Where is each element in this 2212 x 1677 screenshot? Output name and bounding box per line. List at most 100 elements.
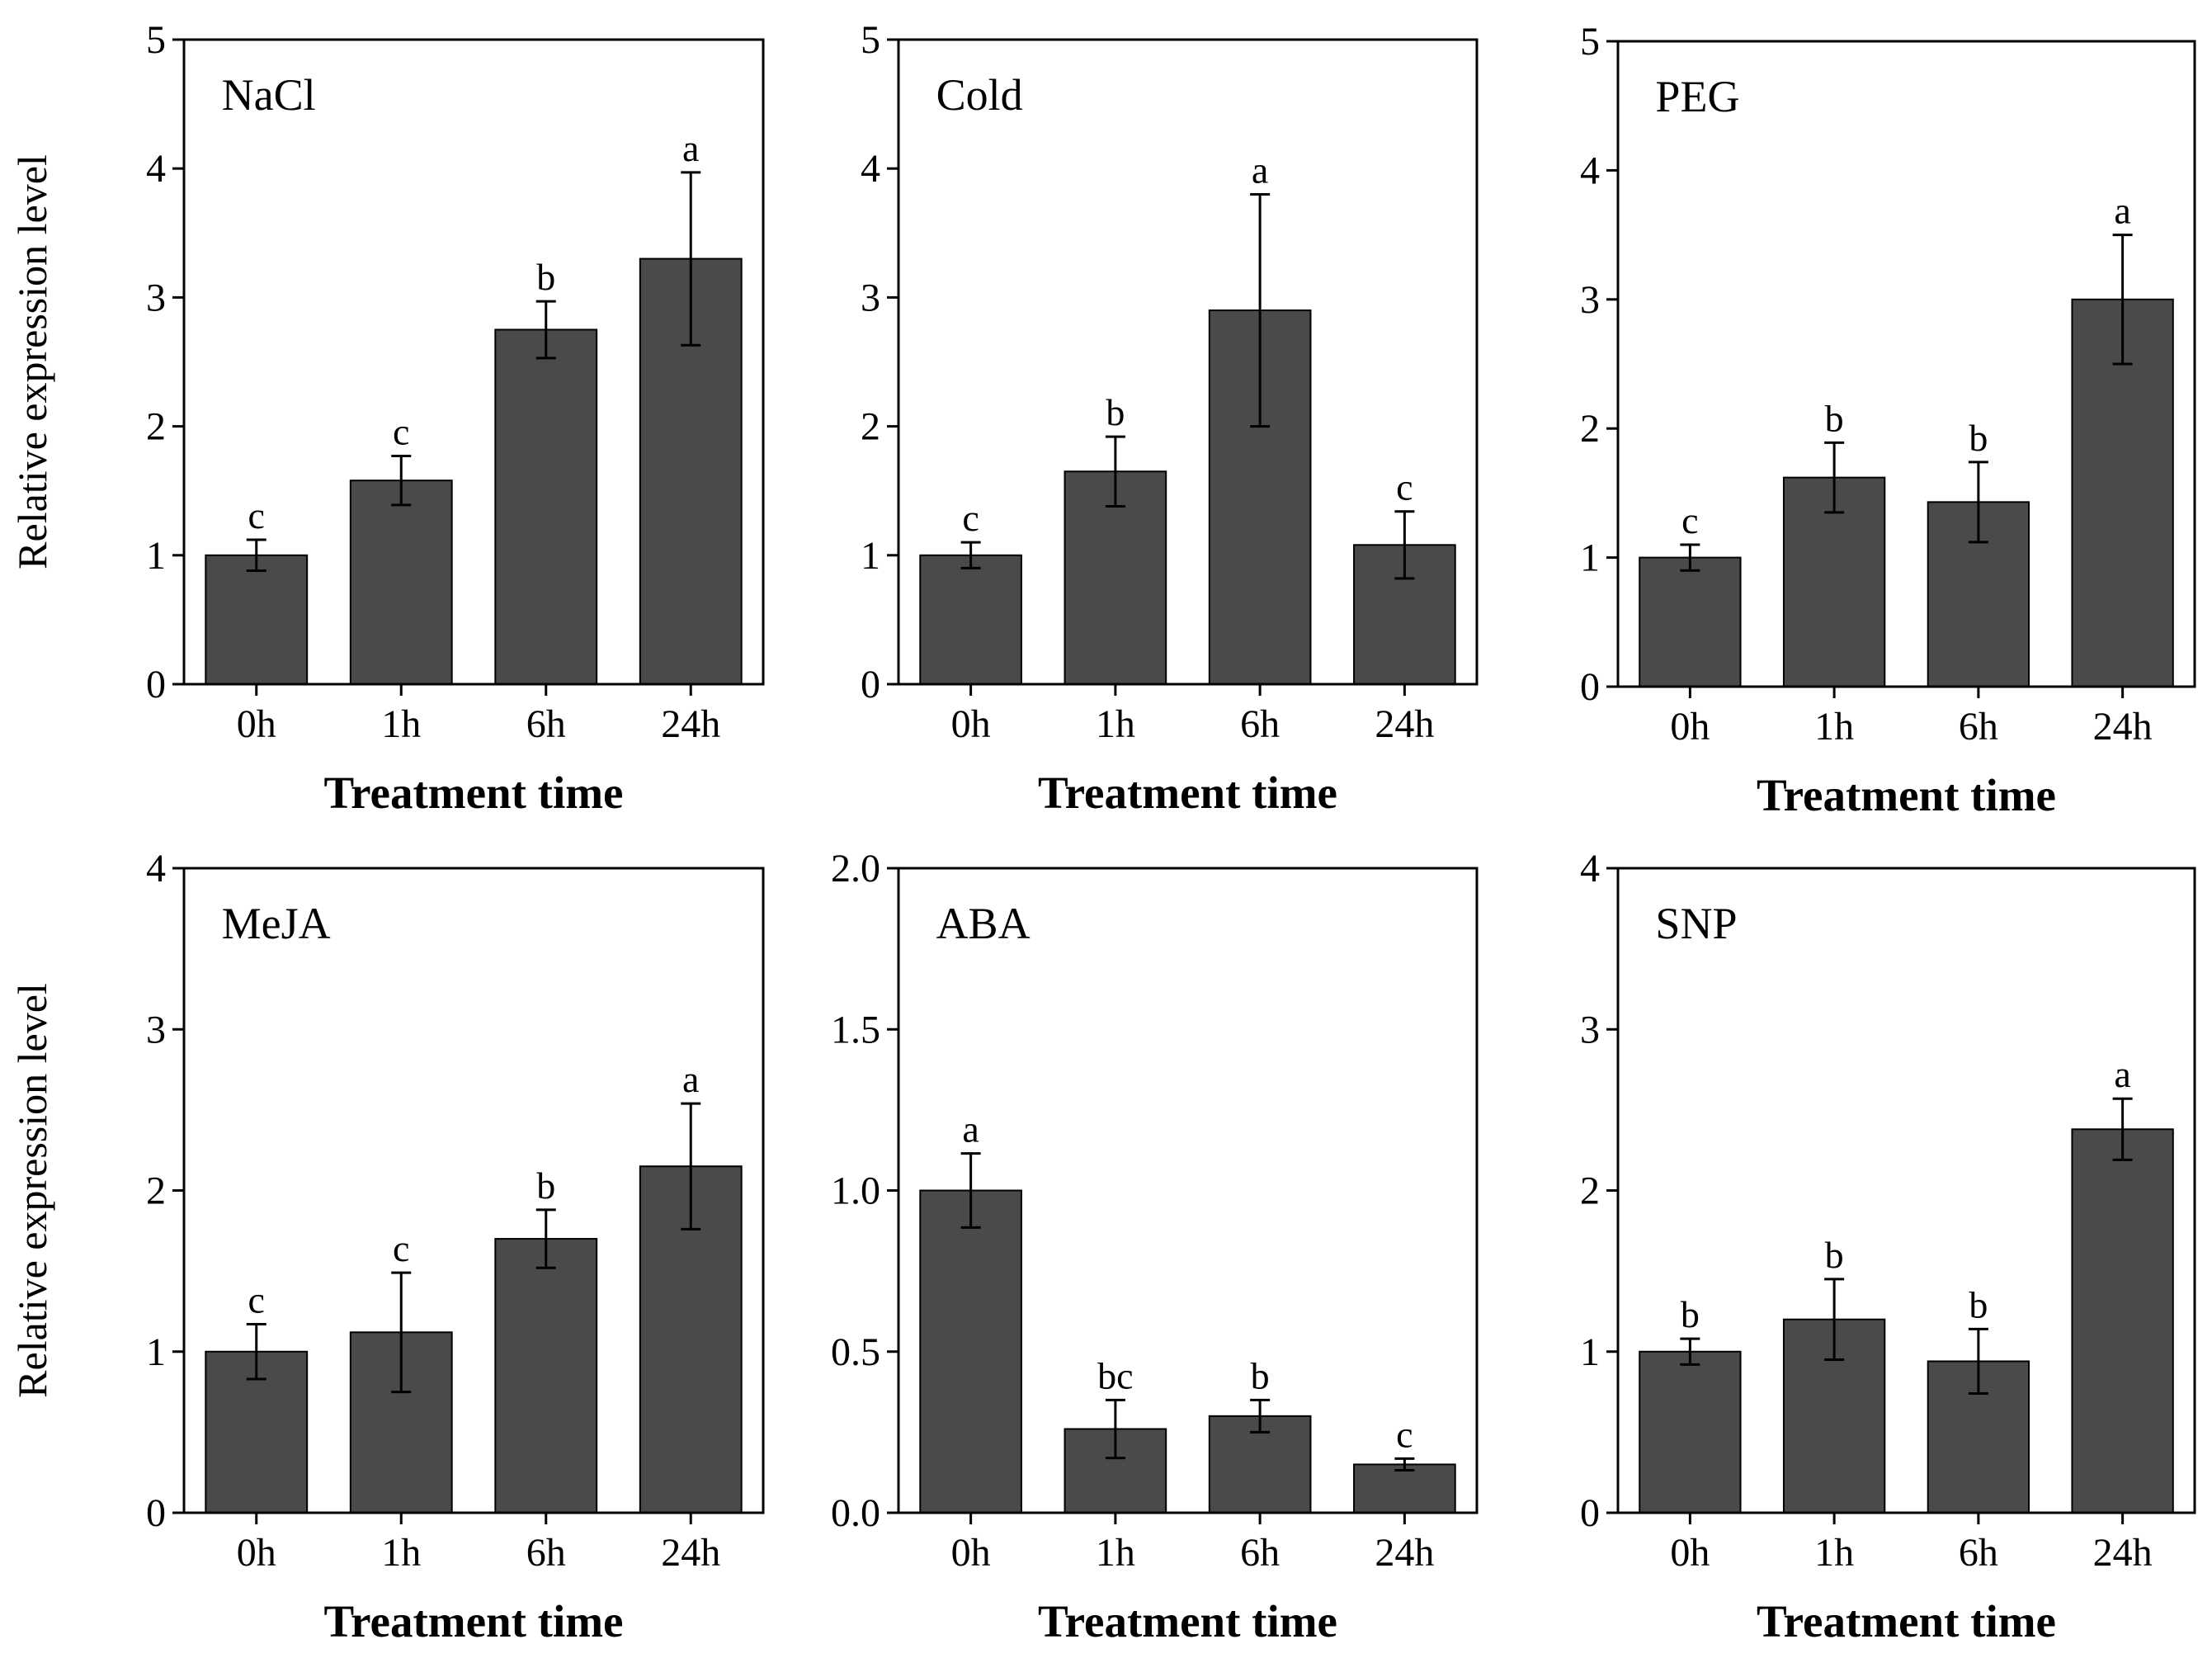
x-tick-label: 6h bbox=[1959, 705, 1998, 749]
x-tick-label: 1h bbox=[1814, 705, 1854, 749]
significance-letter: b bbox=[536, 256, 555, 298]
y-tick-label: 1.0 bbox=[831, 1169, 880, 1213]
x-axis-title: Treatment time bbox=[1757, 1596, 2056, 1646]
y-tick-label: 3 bbox=[1580, 278, 1600, 322]
y-axis-title: Relative expression level bbox=[9, 983, 55, 1398]
panel-title: MeJA bbox=[222, 899, 331, 948]
x-tick-label: 24h bbox=[661, 702, 720, 746]
significance-letter: a bbox=[2114, 1053, 2130, 1095]
significance-letter: c bbox=[962, 497, 979, 539]
x-tick-label: 1h bbox=[381, 702, 421, 746]
y-tick-label: 1 bbox=[861, 534, 880, 578]
x-tick-label: 1h bbox=[381, 1531, 421, 1575]
x-tick-label: 1h bbox=[1096, 1531, 1135, 1575]
x-tick-label: 0h bbox=[237, 702, 276, 746]
y-axis-title: Relative expression level bbox=[9, 154, 55, 569]
y-tick-label: 5 bbox=[861, 18, 880, 62]
y-tick-label: 2.0 bbox=[831, 847, 880, 890]
y-tick-label: 4 bbox=[1580, 847, 1600, 890]
y-tick-label: 4 bbox=[1580, 149, 1600, 192]
x-tick-label: 1h bbox=[1814, 1531, 1854, 1575]
significance-letter: b bbox=[536, 1164, 555, 1207]
y-tick-label: 0 bbox=[146, 663, 166, 706]
bar bbox=[349, 479, 453, 685]
significance-letter: b bbox=[1825, 397, 1844, 439]
x-tick-label: 0h bbox=[1670, 705, 1710, 749]
significance-letter: a bbox=[962, 1108, 979, 1150]
x-tick-label: 6h bbox=[1240, 702, 1280, 746]
x-tick-label: 1h bbox=[1096, 702, 1135, 746]
y-tick-label: 1 bbox=[1580, 1330, 1600, 1374]
x-axis-title: Treatment time bbox=[1757, 770, 2056, 820]
x-tick-label: 24h bbox=[1375, 1531, 1434, 1575]
plot-frame bbox=[182, 38, 765, 686]
y-tick-label: 2 bbox=[1580, 1169, 1600, 1213]
panel-title: SNP bbox=[1655, 899, 1737, 948]
bar bbox=[919, 1189, 1022, 1514]
y-tick-label: 0 bbox=[861, 663, 880, 706]
significance-letter: b bbox=[1825, 1234, 1844, 1276]
x-tick-label: 0h bbox=[1670, 1531, 1710, 1575]
panel-title: PEG bbox=[1655, 72, 1739, 121]
x-tick-label: 24h bbox=[2093, 705, 2153, 749]
y-tick-label: 1 bbox=[1580, 536, 1600, 580]
x-axis-title: Treatment time bbox=[324, 1596, 624, 1646]
significance-letter: c bbox=[393, 411, 409, 453]
x-tick-label: 6h bbox=[526, 702, 566, 746]
x-tick-label: 0h bbox=[951, 1531, 991, 1575]
bar bbox=[494, 328, 598, 685]
y-tick-label: 5 bbox=[1580, 20, 1600, 64]
significance-letter: b bbox=[1251, 1354, 1270, 1396]
significance-letter: bc bbox=[1097, 1354, 1133, 1396]
bar bbox=[1639, 556, 1742, 687]
y-tick-label: 0 bbox=[1580, 1491, 1600, 1535]
bar bbox=[494, 1238, 598, 1514]
y-tick-label: 2 bbox=[1580, 407, 1600, 451]
y-tick-label: 1 bbox=[146, 534, 166, 578]
y-tick-label: 3 bbox=[146, 1008, 166, 1051]
y-tick-label: 2 bbox=[861, 405, 880, 449]
x-tick-label: 6h bbox=[1959, 1531, 1998, 1575]
x-axis-title: Treatment time bbox=[1038, 1596, 1337, 1646]
x-tick-label: 6h bbox=[1240, 1531, 1280, 1575]
bar bbox=[2071, 1128, 2174, 1514]
y-tick-label: 0 bbox=[1580, 665, 1600, 709]
y-tick-label: 4 bbox=[146, 847, 166, 890]
y-tick-label: 1.5 bbox=[831, 1008, 880, 1051]
x-tick-label: 24h bbox=[2093, 1531, 2153, 1575]
bar bbox=[1353, 1463, 1456, 1514]
y-tick-label: 0.5 bbox=[831, 1330, 880, 1374]
plot-frame bbox=[1616, 40, 2196, 688]
significance-letter: c bbox=[1681, 499, 1698, 541]
significance-letter: b bbox=[1106, 391, 1125, 433]
significance-letter: c bbox=[248, 494, 265, 536]
significance-letter: a bbox=[1252, 149, 1268, 191]
x-tick-label: 0h bbox=[237, 1531, 276, 1575]
y-tick-label: 1 bbox=[146, 1330, 166, 1374]
significance-letter: c bbox=[248, 1279, 265, 1321]
y-tick-label: 4 bbox=[861, 147, 880, 191]
y-tick-label: 2 bbox=[146, 405, 166, 449]
bar bbox=[1782, 1318, 1886, 1514]
significance-letter: c bbox=[393, 1227, 409, 1269]
x-tick-label: 24h bbox=[1375, 702, 1434, 746]
y-tick-label: 0.0 bbox=[831, 1491, 880, 1535]
x-tick-label: 6h bbox=[526, 1531, 566, 1575]
y-tick-label: 3 bbox=[146, 276, 166, 319]
x-axis-title: Treatment time bbox=[324, 768, 624, 818]
x-tick-label: 0h bbox=[951, 702, 991, 746]
y-tick-label: 3 bbox=[861, 276, 880, 319]
bar bbox=[1639, 1350, 1742, 1514]
significance-letter: b bbox=[1969, 417, 1988, 459]
y-tick-label: 4 bbox=[146, 147, 166, 191]
significance-letter: c bbox=[1396, 1413, 1413, 1455]
y-tick-label: 3 bbox=[1580, 1008, 1600, 1051]
y-tick-label: 0 bbox=[146, 1491, 166, 1535]
significance-letter: a bbox=[682, 1058, 699, 1100]
plot-frame bbox=[897, 38, 1479, 686]
significance-letter: a bbox=[2114, 190, 2130, 232]
significance-letter: b bbox=[1969, 1283, 1988, 1325]
significance-letter: b bbox=[1681, 1293, 1700, 1335]
x-axis-title: Treatment time bbox=[1038, 768, 1337, 818]
panel-title: ABA bbox=[936, 899, 1031, 948]
